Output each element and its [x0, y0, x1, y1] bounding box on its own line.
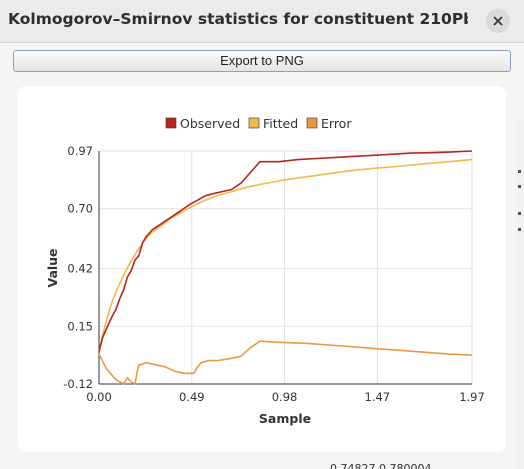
- series-line-error: [98, 340, 473, 385]
- x-tick-label: 0.00: [86, 390, 112, 404]
- x-tick-label: 1.47: [365, 390, 391, 404]
- legend-label-observed: Observed: [180, 116, 240, 131]
- grid: [98, 150, 473, 385]
- x-tick-label: 0.98: [272, 390, 298, 404]
- legend: Observed Fitted Error: [165, 116, 352, 131]
- legend-swatch-fitted: [248, 117, 260, 129]
- export-png-button[interactable]: Export to PNG: [13, 50, 511, 72]
- x-axis-title: Sample: [259, 411, 311, 426]
- edge-mark: [518, 228, 521, 231]
- series-lines: [98, 150, 473, 385]
- y-tick-label: 0.70: [67, 202, 93, 216]
- edge-mark: [518, 212, 521, 215]
- y-axis-title: Value: [45, 248, 60, 287]
- title-bar: Kolmogorov–Smirnov statistics for consti…: [0, 0, 524, 43]
- legend-label-fitted: Fitted: [263, 116, 298, 131]
- legend-swatch-error: [306, 117, 318, 129]
- series-line-fitted: [98, 158, 473, 353]
- y-tick-label: 0.97: [67, 144, 93, 158]
- legend-label-error: Error: [321, 116, 352, 131]
- y-tick-label: -0.12: [63, 377, 93, 391]
- x-tick-label: 1.97: [459, 390, 485, 404]
- axes: 0.00 0.49 0.98 1.47 1.97 -0.12 0.15 0.42 0.70 0.9…: [63, 144, 485, 404]
- background-window-text: 0.74827 0.780004: [330, 463, 450, 469]
- window-title: Kolmogorov–Smirnov statistics for consti…: [8, 10, 468, 28]
- y-tick-label: 0.42: [67, 262, 93, 276]
- x-tick-label: 0.49: [179, 390, 205, 404]
- close-icon: [493, 16, 503, 26]
- legend-swatch-observed: [165, 117, 177, 129]
- y-tick-label: 0.15: [67, 319, 93, 333]
- edge-mark: [518, 170, 521, 173]
- close-button[interactable]: [486, 9, 510, 33]
- series-line-observed: [98, 150, 473, 353]
- background-window-edge: [516, 120, 524, 469]
- edge-mark: [518, 185, 521, 188]
